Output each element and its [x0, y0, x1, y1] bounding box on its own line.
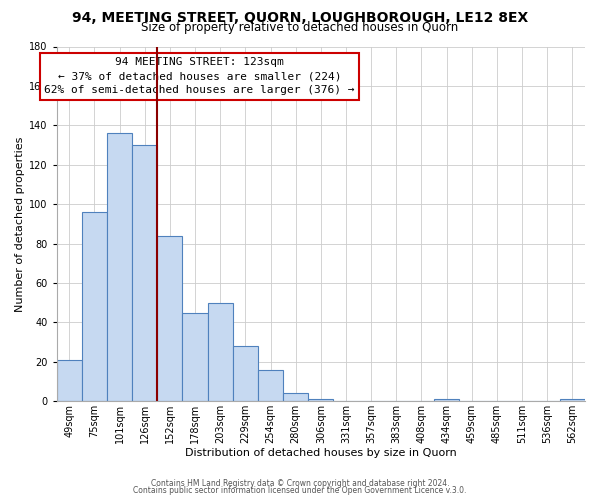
Bar — [182, 312, 208, 401]
X-axis label: Distribution of detached houses by size in Quorn: Distribution of detached houses by size … — [185, 448, 457, 458]
Bar — [56, 360, 82, 401]
Bar — [157, 236, 182, 401]
Bar — [208, 302, 233, 401]
Text: Size of property relative to detached houses in Quorn: Size of property relative to detached ho… — [142, 22, 458, 35]
Bar — [233, 346, 258, 401]
Text: 94 MEETING STREET: 123sqm
← 37% of detached houses are smaller (224)
62% of semi: 94 MEETING STREET: 123sqm ← 37% of detac… — [44, 57, 355, 95]
Bar — [308, 399, 334, 401]
Bar — [283, 394, 308, 401]
Bar — [82, 212, 107, 401]
Bar — [258, 370, 283, 401]
Bar — [434, 399, 459, 401]
Text: Contains public sector information licensed under the Open Government Licence v.: Contains public sector information licen… — [133, 486, 467, 495]
Y-axis label: Number of detached properties: Number of detached properties — [15, 136, 25, 312]
Bar — [132, 145, 157, 401]
Bar — [107, 133, 132, 401]
Text: Contains HM Land Registry data © Crown copyright and database right 2024.: Contains HM Land Registry data © Crown c… — [151, 478, 449, 488]
Text: 94, MEETING STREET, QUORN, LOUGHBOROUGH, LE12 8EX: 94, MEETING STREET, QUORN, LOUGHBOROUGH,… — [72, 11, 528, 25]
Bar — [560, 399, 585, 401]
